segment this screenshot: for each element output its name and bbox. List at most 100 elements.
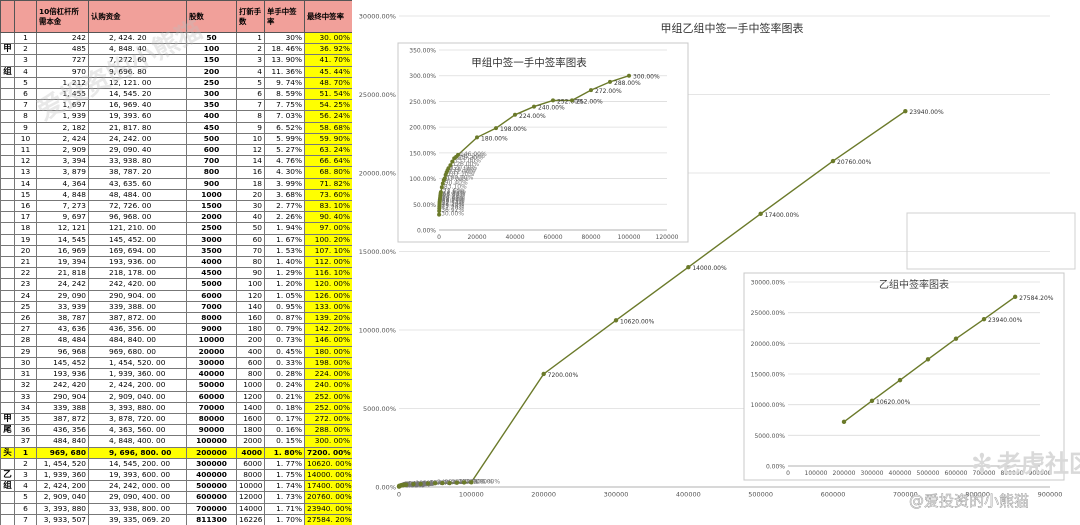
single-rate-cell: 0. 16% <box>264 424 305 437</box>
lots-cell: 4 <box>236 65 265 78</box>
table-row: 2 1, 454, 520 14, 545, 200. 00 300000 6000 1.… <box>0 457 352 470</box>
shares-cell: 20000 <box>186 345 237 358</box>
data-label: 23940.00% <box>988 317 1023 324</box>
x-tick-label: 0 <box>437 234 441 241</box>
group-cell <box>0 356 15 370</box>
principal-cell: 7, 273 <box>36 200 89 213</box>
data-label: 58.68% <box>442 196 465 203</box>
subscription-cell: 2, 424. 20 <box>88 31 187 45</box>
data-label: 10620.00% <box>620 318 655 325</box>
principal-cell: 16, 969 <box>36 244 89 258</box>
subscription-cell: 169, 694. 00 <box>88 244 187 258</box>
table-row: 5 2, 909, 040 29, 090, 400. 00 600000 12000 1… <box>0 491 352 504</box>
index-cell: 28 <box>14 334 37 347</box>
data-label: 56.24% <box>442 197 465 204</box>
index-cell: 1 <box>14 31 37 45</box>
y-tick-label: 0.00% <box>766 464 785 471</box>
final-rate-cell: 30. 00% <box>304 31 352 45</box>
group-cell <box>0 76 15 90</box>
principal-cell: 3, 879 <box>36 166 89 179</box>
data-label: 252.00% <box>576 98 603 105</box>
lots-cell: 16 <box>236 166 265 179</box>
subscription-cell: 72, 726. 00 <box>88 200 187 213</box>
final-rate-cell: 126. 00% <box>304 289 352 302</box>
subscription-cell: 145, 452. 00 <box>88 233 187 246</box>
subscription-cell: 484, 840. 00 <box>88 334 187 347</box>
data-label: 272.00% <box>595 88 622 95</box>
index-cell: 17 <box>14 211 37 224</box>
data-point <box>841 419 847 425</box>
data-label: 126.00% <box>452 161 479 168</box>
data-label: 112.00% <box>449 168 476 175</box>
principal-cell: 2, 424, 200 <box>36 480 89 493</box>
x-tick-label: 100000 <box>618 234 641 241</box>
principal-cell: 2, 909 <box>36 144 89 157</box>
table-row: 14 4, 364 43, 635. 60 900 18 3. 99% 71. 82% <box>0 177 352 190</box>
data-label: 107.10% <box>404 481 431 488</box>
group-cell: 乙 <box>0 468 15 482</box>
group-cell <box>0 233 15 246</box>
header-subscription: 认购资金 <box>88 0 187 33</box>
table-row: 27 43, 636 436, 356. 00 9000 180 0. 79% 142. 2… <box>0 323 352 336</box>
final-rate-cell: 66. 64% <box>304 155 352 168</box>
subscription-cell: 29, 090. 40 <box>88 144 187 157</box>
single-rate-cell: 1. 53% <box>264 244 305 258</box>
principal-cell: 485 <box>36 43 89 56</box>
group-cell <box>0 390 15 403</box>
shares-cell: 811300 <box>186 513 237 525</box>
table-body: 1 242 2, 424. 20 50 1 30% 30. 00% 甲 2 485 4, 848. … <box>0 31 352 525</box>
group-cell <box>0 155 15 168</box>
index-cell: 6 <box>14 88 37 101</box>
index-cell: 32 <box>14 379 37 392</box>
principal-cell: 3, 393, 880 <box>36 502 89 515</box>
final-rate-cell: 17400. 00% <box>304 480 352 493</box>
data-point <box>442 176 447 181</box>
table-row: 28 48, 484 484, 840. 00 10000 200 0. 73% 146. … <box>0 334 352 347</box>
final-rate-cell: 224. 00% <box>304 368 352 381</box>
single-rate-cell: 3. 99% <box>264 177 305 190</box>
lots-cell: 3 <box>236 54 265 67</box>
subscription-cell: 29, 090, 400. 00 <box>88 491 187 504</box>
shares-cell: 90000 <box>186 424 237 437</box>
subscription-cell: 9, 696, 800. 00 <box>88 446 187 459</box>
principal-cell: 21, 818 <box>36 267 89 280</box>
subscription-cell: 436, 356. 00 <box>88 323 187 336</box>
subscription-cell: 24, 242, 000. 00 <box>88 480 187 493</box>
subscription-table: 10倍杠杆所需本金 认购资金 股数 打新手数 单手中签率 最终中签率 1 242 2… <box>0 0 352 525</box>
group-cell <box>0 244 15 258</box>
final-rate-cell: 252. 00% <box>304 401 352 414</box>
data-label: 66.64% <box>442 192 465 199</box>
table-row: 22 21, 818 218, 178. 00 4500 90 1. 29% 116. 10… <box>0 267 352 280</box>
single-rate-cell: 5. 99% <box>264 132 305 146</box>
shares-cell: 10000 <box>186 334 237 347</box>
lots-cell: 1000 <box>236 379 265 392</box>
header-index <box>14 0 37 33</box>
shares-cell: 300 <box>186 88 237 101</box>
index-cell: 1 <box>14 446 37 459</box>
shares-cell: 100 <box>186 43 237 56</box>
index-cell: 34 <box>14 401 37 414</box>
index-cell: 12 <box>14 155 37 168</box>
final-rate-cell: 36. 92% <box>304 43 352 56</box>
data-label: 7200.00% <box>548 372 579 379</box>
lots-cell: 120 <box>236 289 265 302</box>
x-tick-label: 400000 <box>676 491 701 499</box>
subscription-cell: 24, 242. 00 <box>88 132 187 146</box>
table-row: 23 24, 242 242, 420. 00 5000 100 1. 20% 120. 0… <box>0 278 352 291</box>
x-tick-label: 600000 <box>821 491 846 499</box>
single-rate-cell: 0. 79% <box>264 323 305 336</box>
lots-cell: 200 <box>236 334 265 347</box>
x-tick-label: 400000 <box>889 470 912 477</box>
x-tick-label: 500000 <box>748 491 773 499</box>
lots-cell: 6000 <box>236 457 265 470</box>
table-row: 11 2, 909 29, 090. 40 600 12 5. 27% 63. 24% <box>0 144 352 157</box>
data-point <box>981 316 987 322</box>
data-label: 100.20% <box>447 174 474 181</box>
index-cell: 22 <box>14 267 37 280</box>
data-label: 51.54% <box>442 199 465 206</box>
data-point <box>903 108 908 114</box>
group-cell: 尾 <box>0 424 15 437</box>
table-row: 头 1 969, 680 9, 696, 800. 00 200000 4000 1. 80… <box>0 446 352 459</box>
table-row: 18 12, 121 121, 210. 00 2500 50 1. 94% 97. 00% <box>0 222 352 235</box>
lots-cell: 160 <box>236 312 265 325</box>
